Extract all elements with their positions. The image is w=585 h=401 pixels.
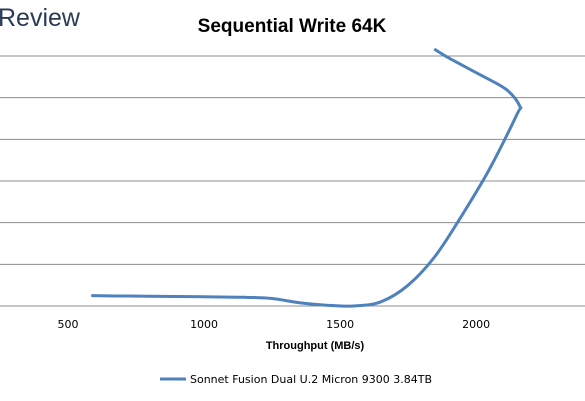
chart-title: Sequential Write 64K — [198, 16, 387, 37]
x-tick-label: 2000 — [462, 318, 490, 331]
gridlines — [0, 55, 585, 307]
x-tick-label: 500 — [58, 318, 79, 331]
x-tick-labels: 500 1000 1500 2000 — [58, 318, 491, 331]
x-tick-label: 1500 — [326, 318, 354, 331]
x-tick-label: 1000 — [190, 318, 218, 331]
brand-logo-text: Review — [0, 4, 81, 32]
legend-label: Sonnet Fusion Dual U.2 Micron 9300 3.84T… — [190, 373, 432, 386]
legend: Sonnet Fusion Dual U.2 Micron 9300 3.84T… — [160, 373, 432, 386]
series-line — [91, 48, 523, 308]
x-axis-title: Throughput (MB/s) — [266, 340, 365, 352]
